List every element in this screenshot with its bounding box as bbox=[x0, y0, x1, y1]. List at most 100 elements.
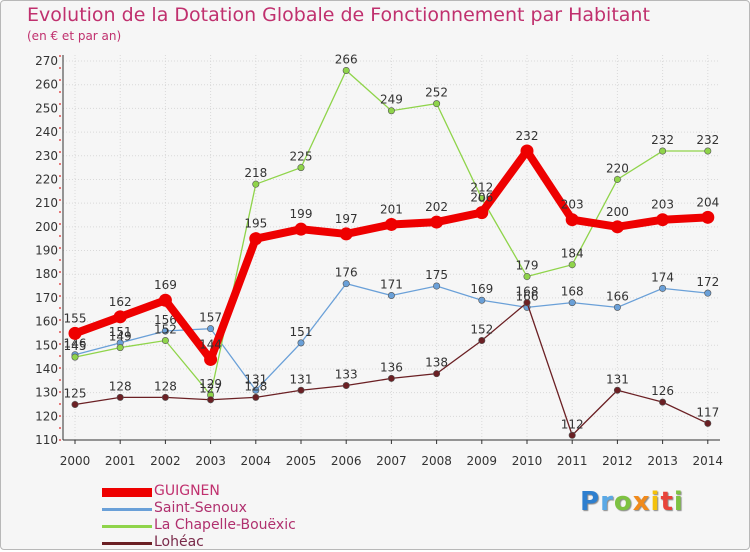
y-tick-label: 140 bbox=[35, 362, 58, 376]
data-label: 204 bbox=[696, 195, 719, 209]
data-label: 195 bbox=[244, 217, 267, 231]
series-guignen: 155 162 169 144 195 199 197 201 202 206 232 203 200 2… bbox=[64, 129, 719, 366]
data-point bbox=[71, 353, 79, 361]
data-label: 133 bbox=[335, 368, 358, 382]
data-label: 166 bbox=[516, 289, 539, 303]
data-label: 176 bbox=[335, 266, 358, 280]
data-point bbox=[252, 386, 260, 394]
y-tick-label: 250 bbox=[35, 101, 58, 115]
data-point bbox=[478, 296, 486, 304]
y-tick-label: 240 bbox=[35, 125, 58, 139]
data-label: 232 bbox=[651, 133, 674, 147]
data-point bbox=[659, 147, 667, 155]
data-label: 171 bbox=[380, 278, 403, 292]
legend-swatch bbox=[102, 525, 152, 528]
data-point bbox=[433, 282, 441, 290]
legend-label: Lohéac bbox=[154, 534, 204, 550]
legend-label: GUIGNEN bbox=[154, 483, 220, 499]
legend-label: La Chapelle-Bouëxic bbox=[154, 517, 296, 533]
data-label: 131 bbox=[244, 372, 267, 386]
data-label: 126 bbox=[651, 384, 674, 398]
data-label: 151 bbox=[109, 325, 132, 339]
data-label: 220 bbox=[606, 161, 629, 175]
data-point bbox=[297, 339, 305, 347]
data-label: 197 bbox=[335, 212, 358, 226]
logo-letter: t bbox=[660, 487, 674, 517]
data-label: 146 bbox=[64, 337, 87, 351]
data-point bbox=[656, 213, 670, 227]
y-tick-label: 160 bbox=[35, 315, 58, 329]
data-point bbox=[252, 180, 260, 188]
data-label: 152 bbox=[470, 323, 493, 337]
data-point bbox=[520, 144, 534, 158]
y-tick-label: 210 bbox=[35, 196, 58, 210]
data-point bbox=[116, 344, 124, 352]
data-point bbox=[613, 175, 621, 183]
y-tick-label: 230 bbox=[35, 149, 58, 163]
data-label: 202 bbox=[425, 200, 448, 214]
data-point bbox=[701, 210, 715, 224]
data-point bbox=[704, 147, 712, 155]
data-point bbox=[433, 100, 441, 108]
data-point bbox=[158, 293, 172, 307]
y-tick-label: 170 bbox=[35, 291, 58, 305]
data-point bbox=[523, 273, 531, 281]
data-point bbox=[523, 299, 531, 307]
data-label: 166 bbox=[606, 289, 629, 303]
x-tick-label: 2012 bbox=[602, 454, 633, 468]
data-label: 179 bbox=[516, 259, 539, 273]
data-label: 156 bbox=[154, 313, 177, 327]
data-label: 200 bbox=[606, 205, 629, 219]
y-tick-label: 130 bbox=[35, 386, 58, 400]
legend-label: Saint-Senoux bbox=[154, 500, 247, 516]
data-point bbox=[704, 289, 712, 297]
data-label: 252 bbox=[425, 86, 448, 100]
data-label: 138 bbox=[425, 356, 448, 370]
data-label: 129 bbox=[199, 377, 222, 391]
data-point bbox=[339, 227, 353, 241]
data-point bbox=[161, 393, 169, 401]
data-label: 175 bbox=[425, 268, 448, 282]
data-point bbox=[610, 220, 624, 234]
logo-letter: r bbox=[600, 487, 614, 517]
data-point bbox=[568, 299, 576, 307]
data-point bbox=[659, 284, 667, 292]
x-tick-label: 2005 bbox=[286, 454, 317, 468]
legend-swatch bbox=[102, 488, 152, 497]
data-label: 169 bbox=[154, 278, 177, 292]
y-tick-label: 200 bbox=[35, 220, 58, 234]
data-label: 155 bbox=[64, 311, 87, 325]
data-label: 127 bbox=[199, 382, 222, 396]
data-point bbox=[342, 280, 350, 288]
data-label: 131 bbox=[290, 372, 313, 386]
data-label: 218 bbox=[244, 166, 267, 180]
data-label: 232 bbox=[696, 133, 719, 147]
data-label: 162 bbox=[109, 295, 132, 309]
data-point bbox=[704, 419, 712, 427]
x-tick-label: 2006 bbox=[331, 454, 362, 468]
data-label: 201 bbox=[380, 202, 403, 216]
x-tick-label: 2000 bbox=[60, 454, 91, 468]
logo-letter: o bbox=[613, 487, 633, 517]
y-tick-label: 120 bbox=[35, 409, 58, 423]
data-point bbox=[613, 303, 621, 311]
x-tick-label: 2013 bbox=[647, 454, 678, 468]
logo-letter: x bbox=[632, 487, 651, 517]
legend-swatch bbox=[102, 542, 152, 545]
line-chart: 110 120 130 140 150 160 170 180 190 200 210 220 230 2… bbox=[35, 52, 723, 468]
data-point bbox=[207, 325, 215, 333]
chart-subtitle: (en € et par an) bbox=[27, 29, 122, 43]
y-tick-label: 260 bbox=[35, 78, 58, 92]
y-tick-label: 190 bbox=[35, 244, 58, 258]
data-point bbox=[113, 310, 127, 324]
data-label: 128 bbox=[109, 379, 132, 393]
data-label: 149 bbox=[109, 330, 132, 344]
data-point bbox=[68, 326, 82, 340]
data-label: 169 bbox=[470, 282, 493, 296]
data-label: 168 bbox=[516, 285, 539, 299]
data-point bbox=[294, 222, 308, 236]
data-label: 206 bbox=[470, 191, 493, 205]
data-label: 212 bbox=[470, 180, 493, 194]
